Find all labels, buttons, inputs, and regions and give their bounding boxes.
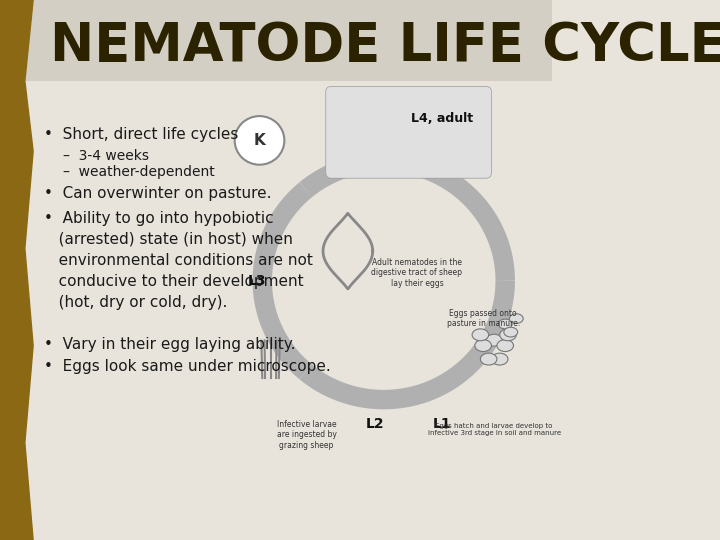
Ellipse shape xyxy=(509,314,523,323)
FancyBboxPatch shape xyxy=(0,0,552,81)
Text: –  3-4 weeks: – 3-4 weeks xyxy=(63,148,150,163)
Text: Adult nematodes in the
digestive tract of sheep
lay their eggs: Adult nematodes in the digestive tract o… xyxy=(372,258,462,288)
Text: K: K xyxy=(253,133,266,148)
Text: Eggs passed onto
pasture in manure.: Eggs passed onto pasture in manure. xyxy=(446,309,520,328)
Ellipse shape xyxy=(486,334,503,346)
Text: –  weather-dependent: – weather-dependent xyxy=(63,165,215,179)
Text: •  Short, direct life cycles: • Short, direct life cycles xyxy=(44,127,238,142)
FancyBboxPatch shape xyxy=(325,86,492,178)
Text: L1: L1 xyxy=(433,417,451,431)
Ellipse shape xyxy=(497,340,513,352)
Text: •  Can overwinter on pasture.: • Can overwinter on pasture. xyxy=(44,186,271,201)
Ellipse shape xyxy=(472,329,489,341)
Ellipse shape xyxy=(480,353,497,365)
Ellipse shape xyxy=(500,329,516,341)
Text: •  Vary in their egg laying ability.: • Vary in their egg laying ability. xyxy=(44,338,296,353)
Polygon shape xyxy=(0,0,33,540)
Ellipse shape xyxy=(498,319,512,329)
Ellipse shape xyxy=(492,353,508,365)
Ellipse shape xyxy=(504,327,518,337)
Ellipse shape xyxy=(475,340,492,352)
Text: NEMATODE LIFE CYCLE: NEMATODE LIFE CYCLE xyxy=(50,20,720,72)
Text: Eggs hatch and larvae develop to
infective 3rd stage in soil and manure: Eggs hatch and larvae develop to infecti… xyxy=(428,423,561,436)
Text: •  Ability to go into hypobiotic
   (arrested) state (in host) when
   environme: • Ability to go into hypobiotic (arreste… xyxy=(44,211,313,309)
Text: L3: L3 xyxy=(248,274,266,288)
Text: L2: L2 xyxy=(366,417,384,431)
Text: L4, adult: L4, adult xyxy=(410,112,473,125)
Text: •  Eggs look same under microscope.: • Eggs look same under microscope. xyxy=(44,359,331,374)
Circle shape xyxy=(235,116,284,165)
Text: Infective larvae
are ingested by
grazing sheep: Infective larvae are ingested by grazing… xyxy=(276,420,336,450)
